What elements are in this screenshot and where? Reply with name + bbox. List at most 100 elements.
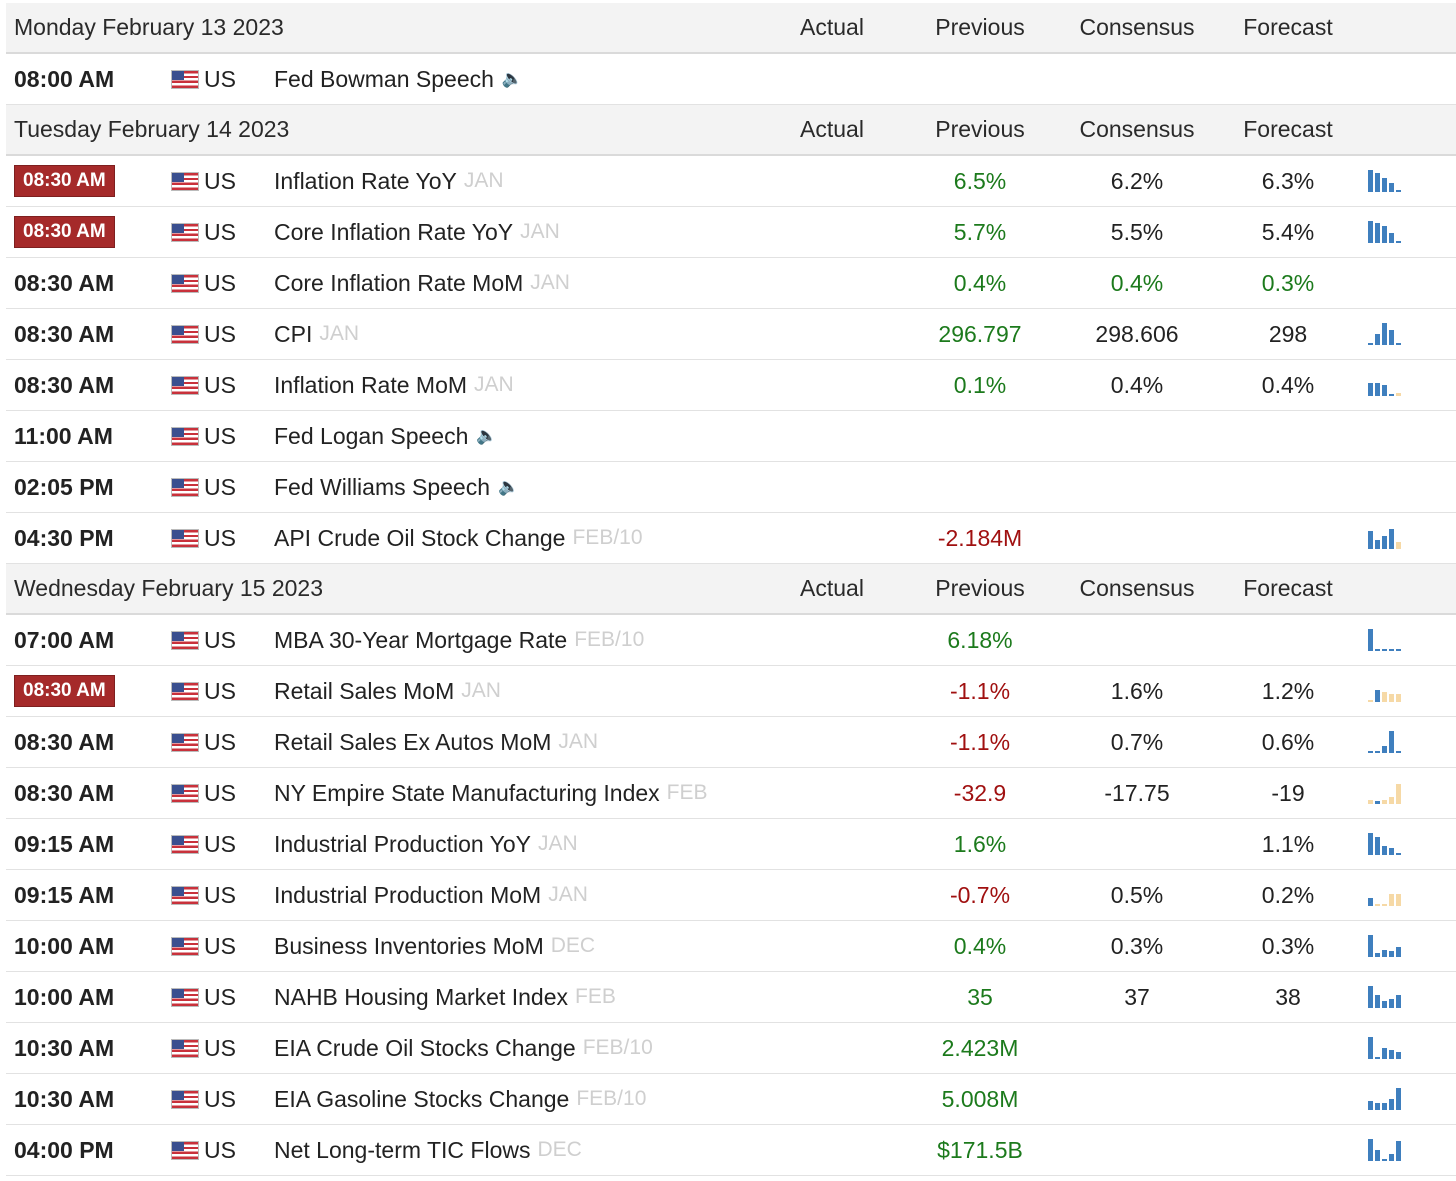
sparkline-bar [1396,784,1401,804]
event-name-link[interactable]: MBA 30-Year Mortgage Rate [274,626,568,653]
speaker-icon: 🔈 [498,477,520,496]
sparkline-cell[interactable] [1368,819,1428,869]
sparkline-bar [1375,801,1380,804]
us-flag-icon [171,1140,199,1160]
event-row[interactable]: 10:00 AM US NAHB Housing Market Index FEB 35… [6,972,1456,1023]
event-time: 08:30 AM [14,320,115,347]
event-name-link[interactable]: CPI [274,320,313,347]
sparkline-cell[interactable] [1368,666,1428,716]
sparkline-chart[interactable] [1368,221,1401,243]
event-consensus: 0.3% [1110,932,1164,959]
event-row[interactable]: 09:15 AM US Industrial Production MoM JAN -0… [6,870,1456,921]
event-row[interactable]: 08:30 AM US CPI JAN 296.797 298.606 298 [6,309,1456,360]
event-name-link[interactable]: Retail Sales MoM [274,677,455,704]
sparkline-bar [1368,1101,1373,1110]
event-row[interactable]: 02:05 PM US Fed Williams Speech 🔈 [6,462,1456,513]
sparkline-chart[interactable] [1368,884,1401,906]
event-actual [766,615,898,665]
sparkline-bar [1375,953,1380,957]
event-row[interactable]: 08:30 AM US Retail Sales MoM JAN -1.1% 1.6% 1.… [6,666,1456,717]
sparkline-bar [1382,323,1387,345]
event-row[interactable]: 07:00 AM US MBA 30-Year Mortgage Rate FEB/1… [6,615,1456,666]
event-name-link[interactable]: Core Inflation Rate MoM [274,269,524,296]
event-row[interactable]: 09:15 AM US Industrial Production YoY JAN 1.… [6,819,1456,870]
sparkline-cell[interactable] [1368,717,1428,767]
event-actual [766,513,898,563]
event-country: US [204,1085,236,1112]
event-previous: $171.5B [937,1136,1023,1163]
event-reference-period: FEB [666,781,708,804]
event-row[interactable]: 08:00 AM US Fed Bowman Speech 🔈 [6,54,1456,105]
event-name-link[interactable]: Fed Logan Speech [274,422,469,449]
event-row[interactable]: 08:30 AM US Inflation Rate MoM JAN 0.1% 0.4% 0… [6,360,1456,411]
sparkline-chart[interactable] [1368,170,1401,192]
event-name-link[interactable]: Industrial Production MoM [274,881,542,908]
sparkline-chart[interactable] [1368,782,1401,804]
event-row[interactable]: 08:30 AM US Inflation Rate YoY JAN 6.5% 6.2% 6… [6,156,1456,207]
sparkline-chart[interactable] [1368,1037,1401,1059]
sparkline-chart[interactable] [1368,527,1401,549]
sparkline-bar [1375,1150,1380,1161]
us-flag-icon [171,477,199,497]
event-name-link[interactable]: Industrial Production YoY [274,830,532,857]
sparkline-cell[interactable] [1368,513,1428,563]
sparkline-cell[interactable] [1368,207,1428,257]
sparkline-cell[interactable] [1368,921,1428,971]
event-row[interactable]: 10:00 AM US Business Inventories MoM DEC 0.4… [6,921,1456,972]
event-name-link[interactable]: EIA Crude Oil Stocks Change [274,1034,576,1061]
event-row[interactable]: 04:30 PM US API Crude Oil Stock Change FEB/… [6,513,1456,564]
flag-cell [171,819,199,869]
sparkline-cell[interactable] [1368,768,1428,818]
event-name-link[interactable]: Net Long-term TIC Flows [274,1136,531,1163]
sparkline-cell[interactable] [1368,972,1428,1022]
event-name-link[interactable]: NAHB Housing Market Index [274,983,569,1010]
event-row[interactable]: 08:30 AM US Core Inflation Rate MoM JAN 0.4%… [6,258,1456,309]
event-name-link[interactable]: Core Inflation Rate YoY [274,218,514,245]
sparkline-cell[interactable] [1368,1125,1428,1175]
us-flag-icon [171,324,199,344]
event-row[interactable]: 04:00 PM US Net Long-term TIC Flows DEC $171… [6,1125,1456,1176]
sparkline-chart[interactable] [1368,935,1401,957]
sparkline-cell[interactable] [1368,1023,1428,1073]
event-previous: 0.1% [953,371,1007,398]
sparkline-chart[interactable] [1368,629,1401,651]
sparkline-bar [1389,694,1394,702]
event-name-link[interactable]: Retail Sales Ex Autos MoM [274,728,552,755]
event-row[interactable]: 11:00 AM US Fed Logan Speech 🔈 [6,411,1456,462]
sparkline-bar [1396,853,1401,855]
event-row[interactable]: 10:30 AM US EIA Crude Oil Stocks Change FEB… [6,1023,1456,1074]
sparkline-chart[interactable] [1368,680,1401,702]
sparkline-bar [1368,700,1373,702]
sparkline-cell[interactable] [1368,870,1428,920]
column-header-forecast: Forecast [1243,14,1333,40]
event-name-link[interactable]: Inflation Rate MoM [274,371,468,398]
event-row[interactable]: 08:30 AM US Retail Sales Ex Autos MoM JAN -1… [6,717,1456,768]
event-row[interactable]: 10:30 AM US EIA Gasoline Stocks Change FEB/… [6,1074,1456,1125]
sparkline-cell[interactable] [1368,309,1428,359]
sparkline-chart[interactable] [1368,374,1401,396]
event-name-cell: Fed Bowman Speech 🔈 [274,54,523,104]
sparkline-cell[interactable] [1368,1074,1428,1124]
event-time: 10:00 AM [14,983,115,1010]
event-row[interactable]: 08:30 AM US Core Inflation Rate YoY JAN 5.7%… [6,207,1456,258]
event-name-link[interactable]: Business Inventories MoM [274,932,544,959]
sparkline-chart[interactable] [1368,1139,1401,1161]
event-name-link[interactable]: NY Empire State Manufacturing Index [274,779,660,806]
sparkline-chart[interactable] [1368,323,1401,345]
event-row[interactable]: 08:30 AM US NY Empire State Manufacturing … [6,768,1456,819]
event-name-link[interactable]: Inflation Rate YoY [274,167,457,194]
event-name-link[interactable]: Fed Williams Speech [274,473,491,500]
sparkline-chart[interactable] [1368,731,1401,753]
sparkline-chart[interactable] [1368,986,1401,1008]
sparkline-cell[interactable] [1368,360,1428,410]
sparkline-chart[interactable] [1368,833,1401,855]
sparkline-cell[interactable] [1368,156,1428,206]
sparkline-cell[interactable] [1368,615,1428,665]
event-name-link[interactable]: EIA Gasoline Stocks Change [274,1085,570,1112]
event-actual [766,360,898,410]
sparkline-chart[interactable] [1368,1088,1401,1110]
event-name-link[interactable]: Fed Bowman Speech [274,65,494,92]
sparkline-bar [1389,848,1394,855]
event-name-link[interactable]: API Crude Oil Stock Change [274,524,566,551]
event-forecast [1220,1125,1356,1175]
